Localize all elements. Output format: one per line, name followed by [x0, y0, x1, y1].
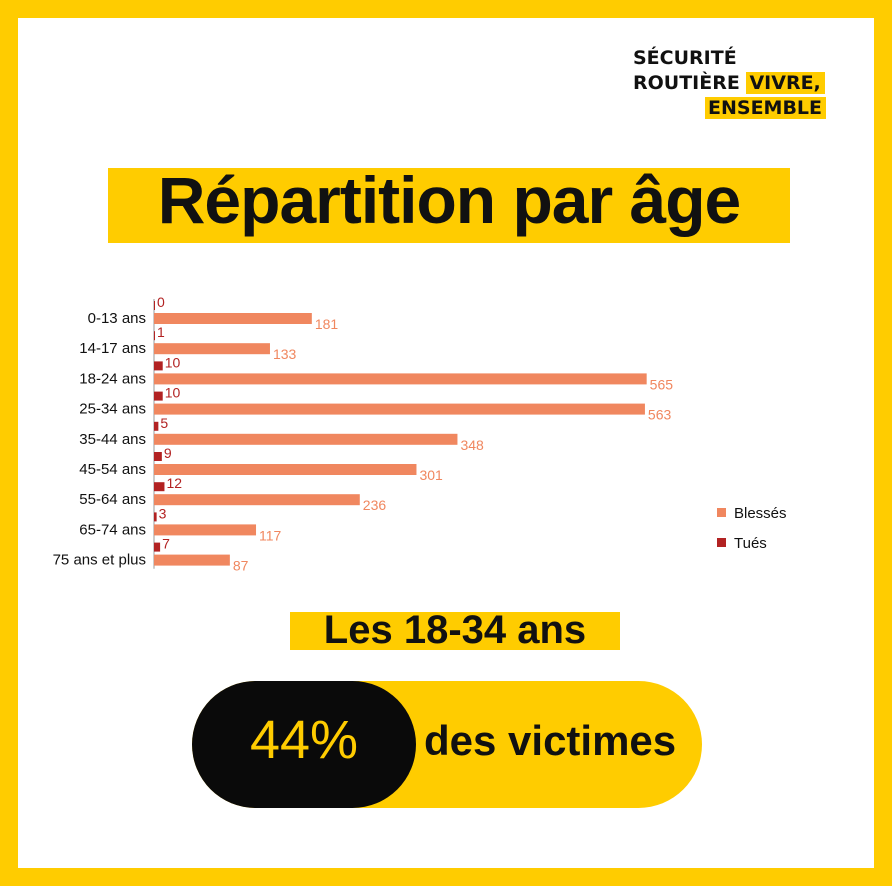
bar-tues [154, 512, 157, 522]
data-label-tues: 3 [159, 505, 167, 521]
category-label: 65-74 ans [79, 521, 146, 538]
category-label: 45-54 ans [79, 461, 146, 478]
subtitle-highlight: Les 18-34 ans [290, 608, 620, 652]
data-label-blesses: 181 [315, 316, 339, 332]
data-label-blesses: 563 [648, 407, 672, 423]
stat-pill-dark: 44% [192, 681, 416, 808]
data-label-blesses: 87 [233, 558, 249, 574]
data-label-tues: 10 [165, 385, 181, 401]
subtitle: Les 18-34 ans [323, 608, 587, 652]
data-label-tues: 5 [160, 415, 168, 431]
data-label-tues: 7 [162, 536, 170, 552]
bar-tues [154, 391, 163, 401]
bar-tues [154, 421, 159, 431]
data-label-blesses: 301 [419, 467, 443, 483]
bar-blesses [154, 403, 645, 415]
category-label: 35-44 ans [79, 431, 146, 448]
logo-line-1: SÉCURITÉ [633, 47, 737, 69]
category-label: 0-13 ans [88, 310, 146, 327]
title-highlight: Répartition par âge [108, 163, 790, 243]
bar-tues [154, 361, 163, 371]
data-label-blesses: 348 [460, 437, 484, 453]
logo-highlight-vivre: VIVRE, [746, 72, 825, 94]
data-label-blesses: 117 [259, 527, 282, 543]
legend-label: Tués [734, 535, 767, 552]
page-title: Répartition par âge [157, 163, 741, 237]
stat-pill: 44% des victimes [192, 681, 702, 808]
bar-blesses [154, 433, 458, 445]
bar-blesses [154, 313, 312, 324]
category-label: 25-34 ans [79, 401, 146, 418]
bar-blesses [154, 343, 270, 355]
legend-swatch [717, 508, 726, 517]
category-label: 55-64 ans [79, 491, 146, 508]
data-label-tues: 0 [157, 294, 165, 310]
bar-blesses [154, 524, 257, 536]
bar-blesses [154, 494, 360, 506]
age-distribution-chart: 0-13 ans 0 181 14-17 ans 1 133 18-24 ans 10 565 2… [53, 294, 787, 574]
bar-blesses [154, 373, 647, 385]
category-label: 18-24 ans [79, 370, 146, 387]
category-label: 14-17 ans [79, 340, 146, 357]
data-label-blesses: 133 [273, 346, 297, 362]
legend-label: Blessés [734, 505, 787, 522]
data-label-tues: 12 [166, 475, 182, 491]
card-frame: SÉCURITÉ ROUTIÈRE VIVRE, ENSEMBLE Répart… [18, 18, 874, 868]
legend-swatch [717, 538, 726, 547]
bar-tues [154, 301, 155, 310]
logo-highlight-ensemble: ENSEMBLE [705, 97, 827, 119]
data-label-blesses: 236 [363, 497, 387, 513]
bar-blesses [154, 464, 417, 475]
category-label: 75 ans et plus [53, 552, 146, 569]
bar-tues [154, 452, 162, 461]
logo-line-2: ROUTIÈRE [633, 72, 740, 94]
bar-tues [154, 482, 165, 492]
bar-blesses [154, 554, 230, 566]
bar-tues [154, 542, 161, 552]
stat-value: 44% [249, 710, 359, 770]
data-label-tues: 10 [165, 354, 181, 370]
bar-tues [154, 331, 155, 341]
data-label-tues: 1 [157, 324, 165, 340]
stat-text: des victimes [424, 717, 677, 764]
securite-routiere-logo: SÉCURITÉ ROUTIÈRE VIVRE, ENSEMBLE [633, 46, 827, 121]
data-label-blesses: 565 [650, 376, 674, 392]
data-label-tues: 9 [164, 445, 172, 461]
